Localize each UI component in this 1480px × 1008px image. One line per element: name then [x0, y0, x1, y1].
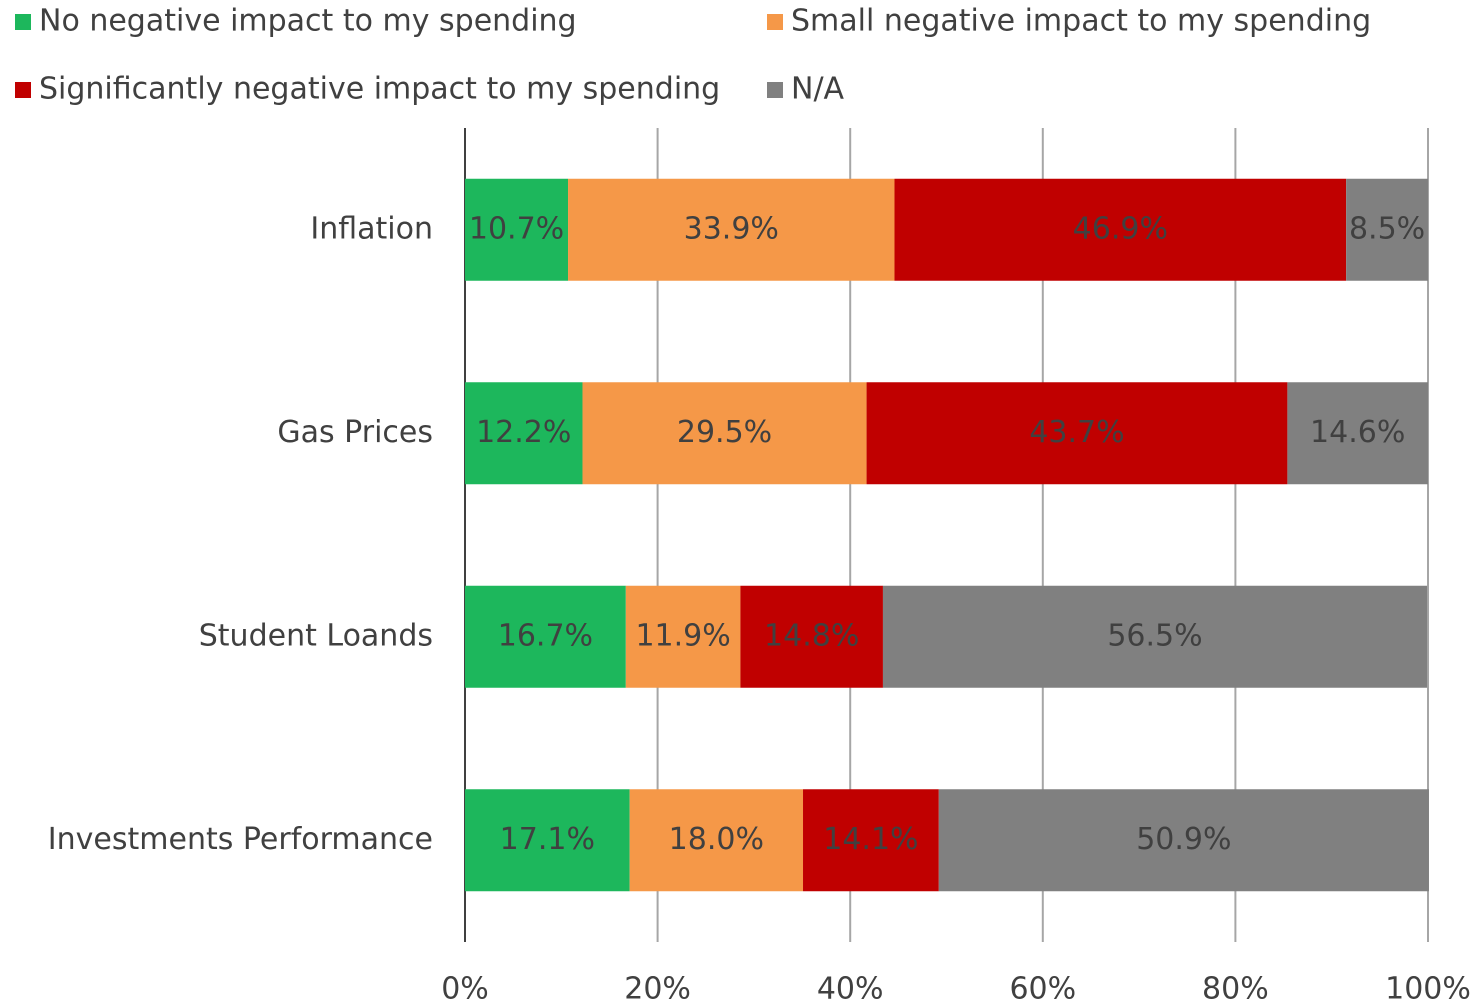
bar-segment [1287, 382, 1428, 485]
data-label: 16.7% [498, 618, 593, 653]
bar-segment [882, 585, 1428, 688]
x-tick-label: 80% [1202, 972, 1269, 1007]
bar-segment [582, 382, 867, 485]
y-tick-label: Student Loands [199, 618, 433, 653]
data-label: 17.1% [500, 822, 595, 857]
legend-label: Small negative impact to my spending [791, 4, 1371, 39]
legend-swatch [15, 14, 31, 30]
data-label: 14.6% [1310, 415, 1405, 450]
x-tick-label: 40% [817, 972, 884, 1007]
bar-segment [866, 382, 1288, 485]
x-tick-label: 60% [1009, 972, 1076, 1007]
bar-segment [803, 789, 939, 892]
data-label: 8.5% [1349, 211, 1425, 246]
bar-segment [740, 585, 883, 688]
y-tick-label: Investments Performance [48, 822, 433, 857]
bar-segment [465, 382, 583, 485]
data-label: 14.1% [823, 822, 918, 857]
data-label: 10.7% [469, 211, 564, 246]
x-tick-label: 100% [1385, 972, 1471, 1007]
data-label: 29.5% [677, 415, 772, 450]
bar-segment [465, 789, 630, 892]
x-tick-label: 20% [624, 972, 691, 1007]
data-label: 50.9% [1136, 822, 1231, 857]
bar-segment [1346, 178, 1428, 281]
data-label: 43.7% [1029, 415, 1124, 450]
legend-swatch [767, 82, 783, 98]
legend-swatch [767, 14, 783, 30]
data-label: 46.9% [1073, 211, 1168, 246]
legend-label: Significantly negative impact to my spen… [39, 72, 720, 107]
data-label: 12.2% [476, 415, 571, 450]
bar-segment [629, 789, 804, 892]
bar-segment [938, 789, 1429, 892]
legend-label: N/A [791, 72, 845, 107]
y-tick-label: Inflation [310, 211, 433, 246]
data-label: 11.9% [635, 618, 730, 653]
data-label: 18.0% [669, 822, 764, 857]
bar-segment [894, 178, 1347, 281]
y-tick-label: Gas Prices [277, 415, 433, 450]
bar-segment [625, 585, 741, 688]
data-label: 14.8% [764, 618, 859, 653]
data-label: 56.5% [1107, 618, 1202, 653]
legend-label: No negative impact to my spending [39, 4, 577, 39]
x-tick-label: 0% [441, 972, 489, 1007]
bar-segment [568, 178, 895, 281]
bar-segment [465, 178, 569, 281]
data-label: 33.9% [684, 211, 779, 246]
legend-swatch [15, 82, 31, 98]
bar-segment [465, 585, 626, 688]
